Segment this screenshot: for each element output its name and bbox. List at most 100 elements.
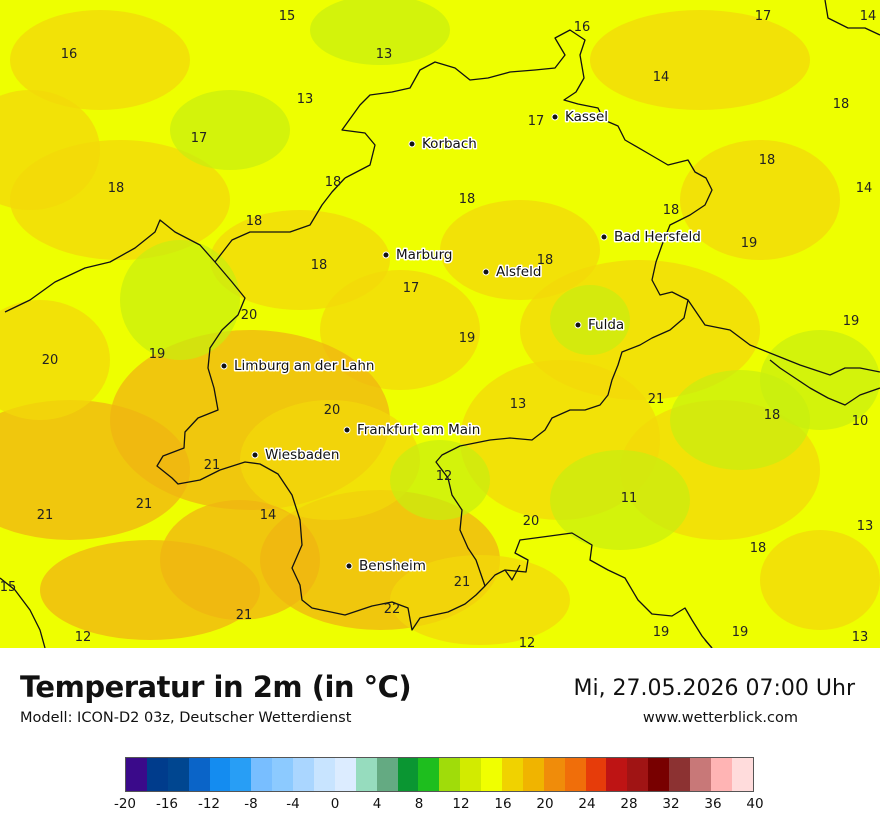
city-dot <box>343 426 351 434</box>
temperature-patch <box>240 400 420 520</box>
border-east <box>687 299 880 376</box>
legend-swatch <box>710 758 732 791</box>
city-dot <box>251 451 259 459</box>
city-dot <box>220 362 228 370</box>
temperature-patch <box>670 370 810 470</box>
grid-value: 21 <box>236 608 253 623</box>
city-marker[interactable]: Frankfurt am Main <box>343 421 482 440</box>
legend-swatch <box>167 758 189 791</box>
grid-value: 21 <box>648 392 665 407</box>
legend-swatch <box>690 758 711 791</box>
grid-value: 13 <box>857 519 874 534</box>
legend-tick-label: 40 <box>746 796 764 812</box>
city-label: Marburg <box>396 247 452 263</box>
city-marker[interactable]: Kassel <box>551 108 610 127</box>
grid-value: 14 <box>860 9 877 24</box>
temperature-patch <box>590 10 810 110</box>
grid-value: 13 <box>297 92 314 107</box>
map-canvas: 15 16 17 14 16 13 14 13 18 17 17 18 18 18 14 18 18 18 19 18… <box>0 0 880 648</box>
city-dot <box>345 562 353 570</box>
city-label: Wiesbaden <box>265 447 339 463</box>
legend-swatch <box>397 758 419 791</box>
city-label: Frankfurt am Main <box>357 422 480 438</box>
legend-tick-label: 12 <box>452 796 470 812</box>
grid-value: 18 <box>311 258 328 273</box>
temperature-patch <box>760 530 880 630</box>
grid-value: 13 <box>376 47 393 62</box>
hesse-border-west <box>214 177 346 263</box>
legend-tick-label: 36 <box>704 796 722 812</box>
color-legend <box>125 757 754 792</box>
grid-value: 19 <box>149 347 166 362</box>
grid-value: 19 <box>732 625 749 640</box>
map-title: Temperatur in 2m (in °C) <box>20 670 412 704</box>
temperature-patch <box>390 555 570 645</box>
city-marker[interactable]: Marburg <box>382 246 454 265</box>
hesse-border <box>4 219 713 648</box>
grid-values: 15 16 17 14 16 13 14 13 18 17 17 18 18 18 14 18 18 18 19 18… <box>0 9 876 648</box>
temperature-patch <box>390 440 490 520</box>
grid-value: 12 <box>75 630 92 645</box>
temperature-patch <box>210 210 390 310</box>
legend-tick-label: 16 <box>494 796 512 812</box>
grid-value: 18 <box>833 97 850 112</box>
forecast-datetime: Mi, 27.05.2026 07:00 Uhr <box>573 676 855 701</box>
temperature-map[interactable]: 15 16 17 14 16 13 14 13 18 17 17 18 18 18 14 18 18 18 19 18… <box>0 0 880 648</box>
legend-swatch <box>439 758 461 791</box>
city-label: Bad Hersfeld <box>614 229 701 245</box>
border-northeast <box>824 0 880 36</box>
city-marker[interactable]: Alsfeld <box>482 263 543 282</box>
grid-value: 20 <box>324 403 341 418</box>
city-marker[interactable]: Bad Hersfeld <box>600 228 702 247</box>
legend-swatch <box>502 758 523 791</box>
legend-swatch <box>648 758 670 791</box>
temperature-patch <box>550 450 690 550</box>
grid-value: 15 <box>0 580 16 595</box>
legend-swatch <box>669 758 691 791</box>
city-dot <box>600 233 608 241</box>
legend-tick-label: 4 <box>372 796 382 812</box>
legend-ticks: -20 -16 -12 -8 -4 0 4 8 12 16 20 24 28 32 36 40 <box>0 796 880 816</box>
city-marker[interactable]: Korbach <box>408 135 478 154</box>
temperature-patch <box>120 240 240 360</box>
border-bottom-right <box>704 639 713 648</box>
legend-swatch <box>564 758 586 791</box>
grid-value: 22 <box>384 602 401 617</box>
legend-swatch <box>418 758 440 791</box>
city-marker[interactable]: Fulda <box>574 316 626 335</box>
legend-tick-label: -16 <box>155 796 179 812</box>
grid-value: 18 <box>663 203 680 218</box>
city-dot <box>574 321 582 329</box>
temperature-patches <box>0 0 880 645</box>
city-dot <box>482 268 490 276</box>
grid-value: 20 <box>523 514 540 529</box>
grid-value: 18 <box>325 175 342 190</box>
grid-value: 18 <box>759 153 776 168</box>
website-link[interactable]: www.wetterblick.com <box>642 710 798 726</box>
grid-value: 20 <box>241 308 258 323</box>
city-label: Kassel <box>565 109 608 125</box>
legend-tick-label: -12 <box>197 796 221 812</box>
border-south <box>504 564 521 581</box>
legend-tick-label: 8 <box>414 796 424 812</box>
legend-swatch <box>314 758 335 791</box>
city-dot <box>408 140 416 148</box>
grid-value: 17 <box>755 9 772 24</box>
grid-value: 19 <box>741 236 758 251</box>
grid-value: 15 <box>279 9 296 24</box>
temperature-patch <box>0 90 100 210</box>
legend-swatch <box>606 758 628 791</box>
temperature-patch <box>440 200 600 300</box>
grid-value: 21 <box>454 575 471 590</box>
legend-swatch <box>188 758 210 791</box>
city-marker[interactable]: Wiesbaden <box>251 446 341 465</box>
city-label: Fulda <box>588 317 624 333</box>
grid-value: 18 <box>764 408 781 423</box>
city-marker[interactable]: Limburg an der Lahn <box>220 357 376 376</box>
city-marker[interactable]: Bensheim <box>345 557 427 576</box>
state-borders <box>0 0 880 648</box>
grid-value: 16 <box>61 47 78 62</box>
temperature-patch <box>160 500 320 620</box>
legend-tick-label: -20 <box>113 796 137 812</box>
legend-swatch <box>585 758 607 791</box>
